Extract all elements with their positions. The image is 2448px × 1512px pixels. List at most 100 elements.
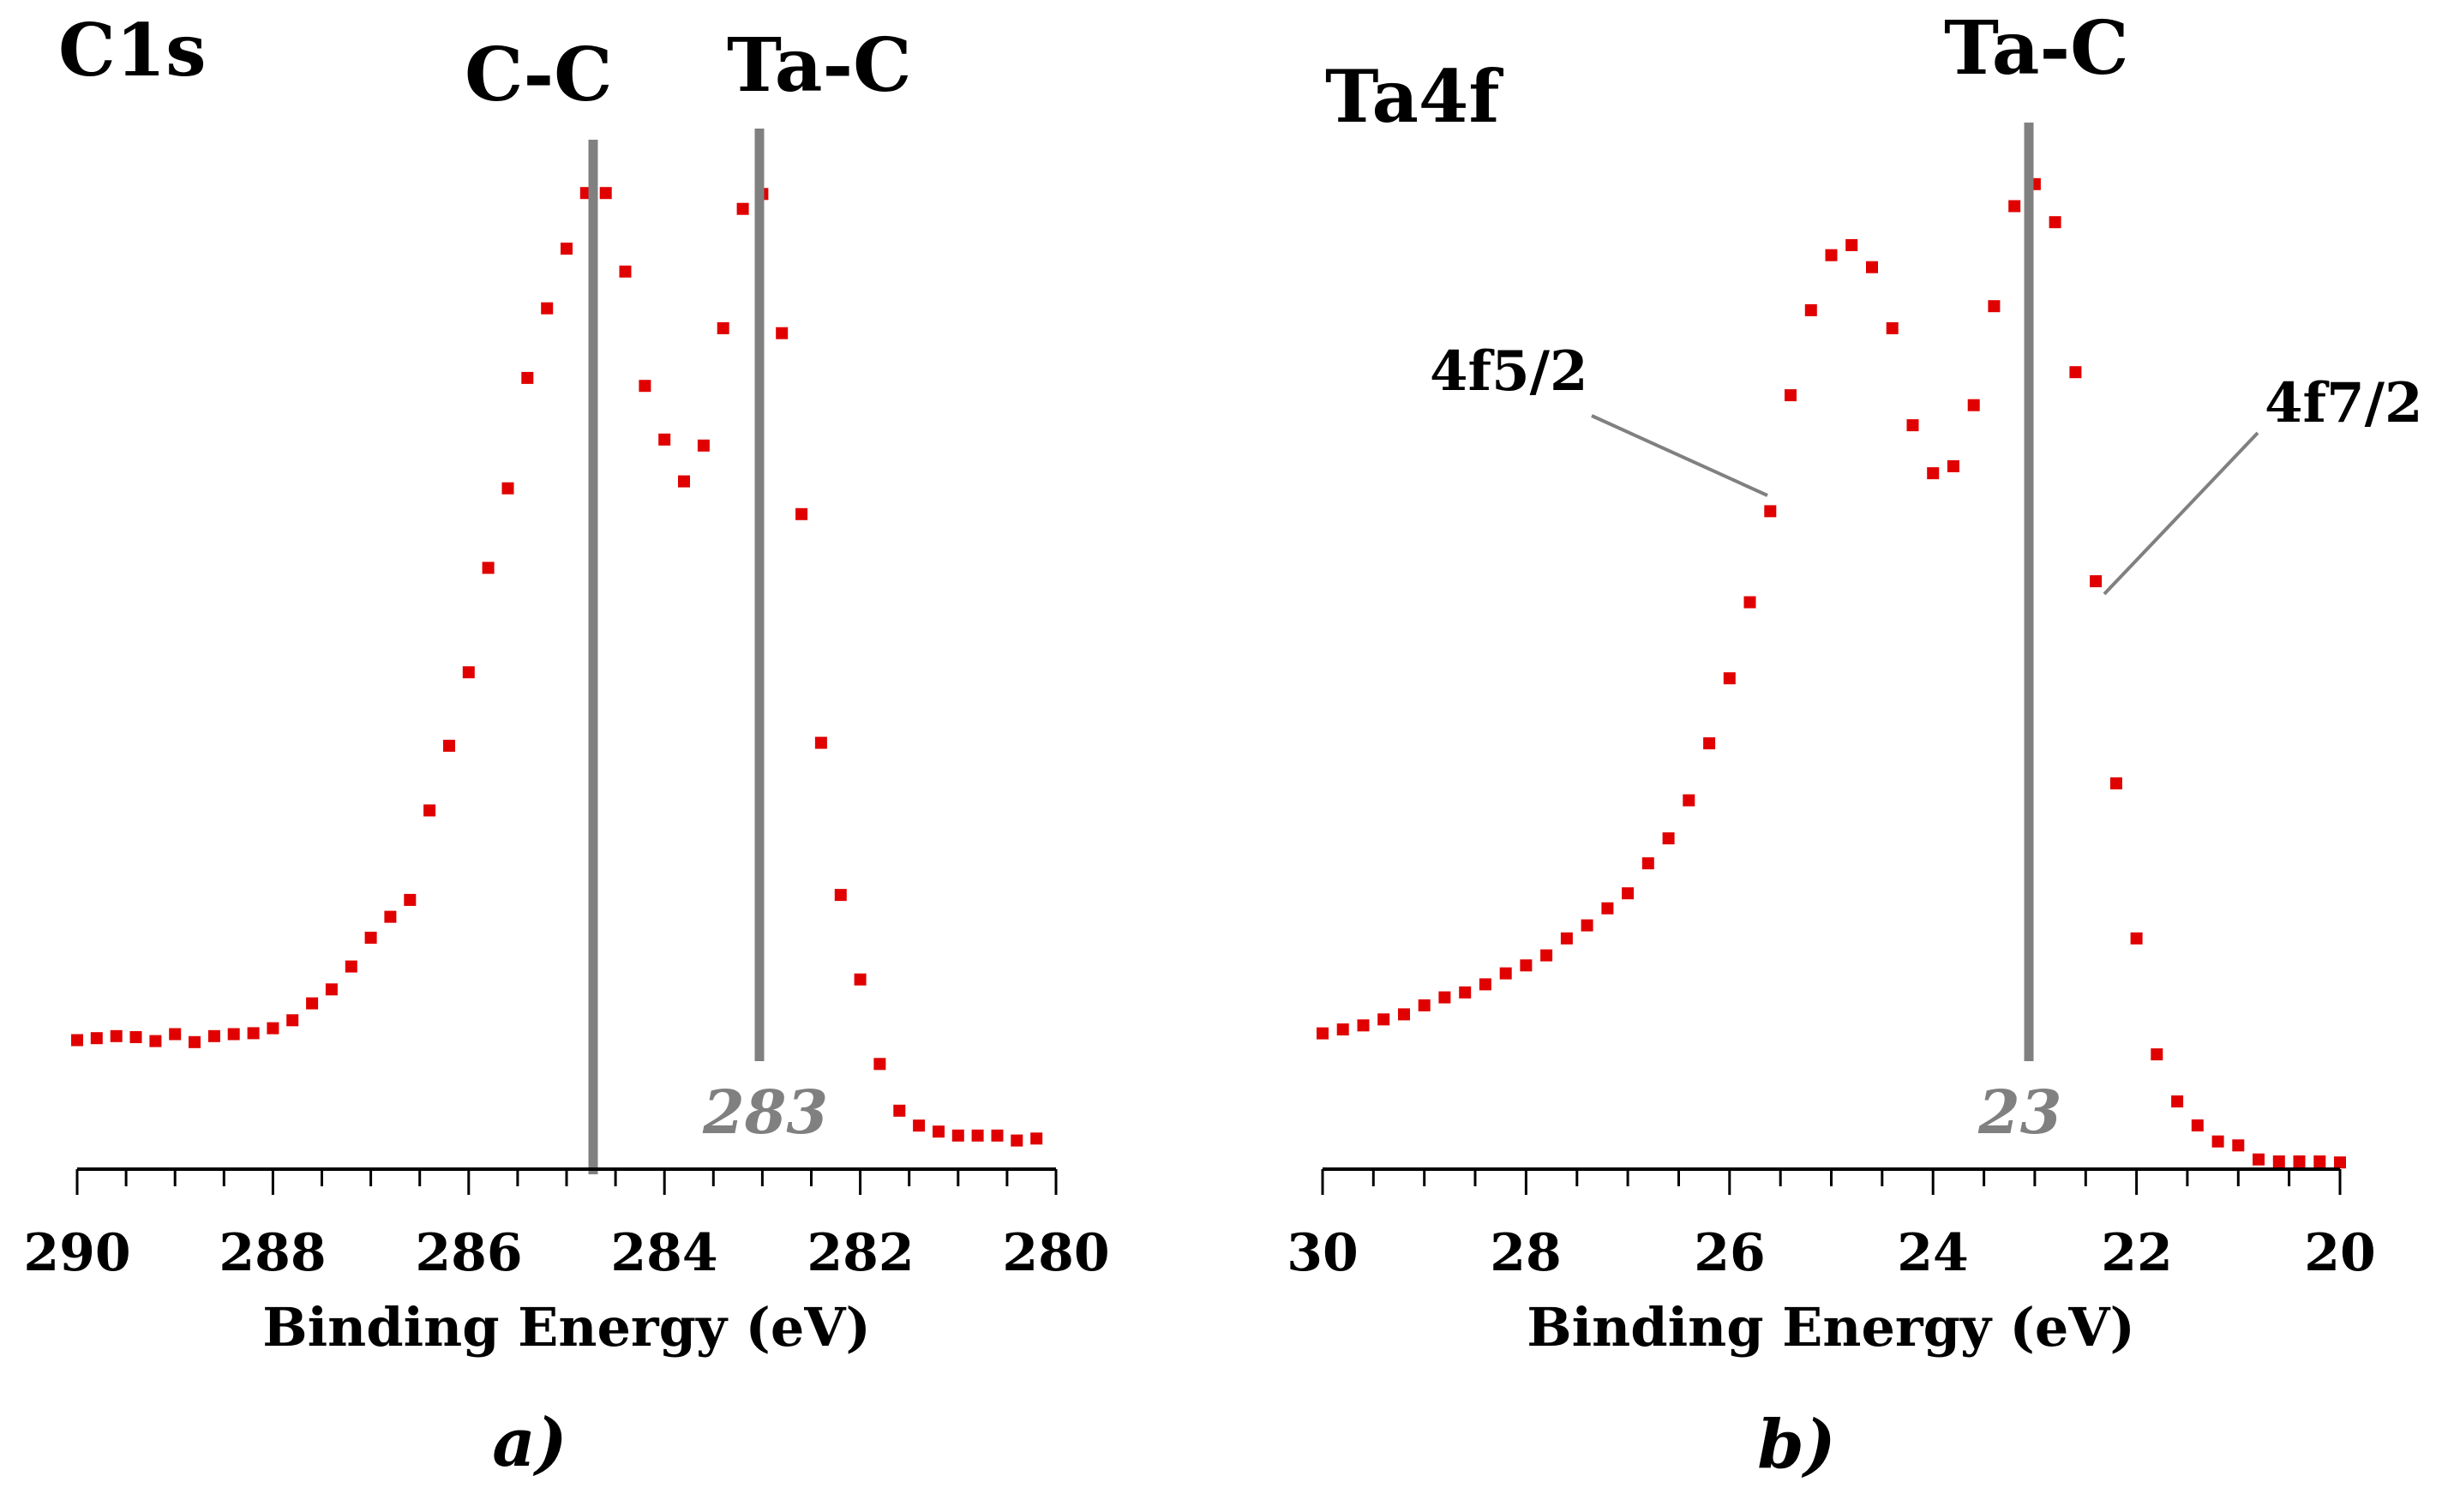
panel-b-data-point — [1764, 505, 1777, 518]
panel-b-data-point — [1398, 1008, 1410, 1021]
panel-b-ticks — [1321, 1169, 2342, 1195]
panel-b-data-point — [1683, 794, 1695, 807]
panel-a-data-point — [717, 321, 729, 334]
panel-b-data-point — [1622, 887, 1635, 900]
panel-b-data-point — [2313, 1155, 2326, 1167]
panel-a-tick-label: 290 — [23, 1223, 130, 1283]
panel-a-data-point — [1011, 1134, 1023, 1147]
panel-a-data-point — [71, 1034, 83, 1047]
panel-a-label-tac: Ta-C — [727, 22, 912, 109]
panel-a-data-point — [325, 983, 338, 996]
panel-a-data-point — [561, 243, 573, 255]
panel-b-data-point — [1927, 467, 1940, 480]
panel-a-data-point — [776, 327, 789, 339]
panel-b-data-point — [1560, 932, 1573, 945]
panel-a-data-point — [247, 1027, 260, 1040]
panel-b-data-point — [1866, 261, 1878, 273]
panel-a-label-cc: C-C — [465, 32, 613, 118]
panel-a-data-point — [834, 889, 847, 902]
panel-b-data-point — [2049, 216, 2061, 229]
panel-a-data-point — [462, 666, 475, 679]
panel-a-data-point — [364, 932, 377, 944]
panel-a-data-point — [129, 1031, 142, 1043]
panel-b-data-point — [2334, 1156, 2346, 1169]
panel-a-data-point — [207, 1029, 220, 1042]
panel-b-series-points — [1317, 177, 2346, 1169]
panel-b-data-point — [1947, 459, 1959, 472]
panel-b-data-point — [1520, 959, 1533, 972]
panel-b-data-point — [2130, 932, 2143, 945]
panel-b-data-point — [1581, 919, 1593, 932]
panel-b-data-point — [1804, 303, 1817, 316]
panel-b-data-point — [1662, 832, 1675, 845]
panel-b-data-point — [2171, 1095, 2184, 1107]
panel-b-tick-label: 28 — [1490, 1223, 1562, 1283]
panel-b-data-point — [2109, 777, 2122, 789]
panel-a-x-axis-title: Binding Energy (eV) — [262, 1296, 871, 1359]
panel-b-data-point — [1377, 1013, 1390, 1026]
panel-a-data-point — [345, 960, 357, 973]
panel-a-tick-label: 286 — [415, 1223, 522, 1283]
panel-b-data-point — [2069, 366, 2082, 379]
panel-a-data-point — [267, 1022, 279, 1035]
panel-b-label-tac: Ta-C — [1944, 5, 2129, 92]
panel-b-data-point — [1418, 999, 1431, 1011]
panel-b-data-point — [2151, 1048, 2163, 1061]
panel-b-tick-label: 22 — [2101, 1223, 2173, 1283]
panel-a-data-point — [541, 302, 554, 315]
panel-b-leader-4f52 — [1591, 414, 1768, 497]
panel-b-data-point — [1825, 249, 1838, 261]
panel-b-data-point — [1845, 239, 1858, 251]
panel-b-data-point — [1641, 857, 1654, 870]
panel-b-data-point — [1499, 967, 1512, 980]
panel-a-data-point — [189, 1035, 201, 1048]
panel-a-data-point — [814, 736, 827, 749]
panel-a-data-point — [169, 1028, 182, 1041]
panel-a-data-point — [227, 1028, 240, 1041]
panel-b-data-point — [1723, 672, 1736, 685]
panel-a-data-point — [658, 433, 671, 446]
panel-a-data-point — [795, 507, 808, 520]
panel-a-data-point — [521, 371, 534, 384]
panel-b-label-4f52: 4f5/2 — [1430, 339, 1588, 404]
panel-b-data-point — [1438, 991, 1451, 1004]
panel-a-tick-label: 280 — [1002, 1223, 1109, 1283]
panel-a-data-point — [404, 893, 417, 906]
panel-a-data-point — [854, 973, 867, 986]
panel-a-data-point — [639, 380, 651, 393]
panel-b-title: Ta4f — [1325, 54, 1503, 139]
panel-a-data-point — [619, 265, 632, 278]
panel-a-data-point — [149, 1035, 162, 1047]
panel-b-data-point — [1479, 978, 1491, 991]
panel-a-data-point — [991, 1129, 1004, 1142]
panel-a-ticks — [75, 1169, 1058, 1195]
panel-a-data-point — [90, 1032, 103, 1045]
panel-a: C1s C-C Ta-C 283 290 288 286 284 282 280… — [23, 8, 1109, 1482]
panel-a-title: C1s — [58, 8, 207, 93]
panel-b-ref-value-23: 23 — [1977, 1077, 2061, 1148]
panel-a-data-point — [482, 561, 495, 574]
panel-a-data-point — [599, 187, 612, 200]
panel-b-data-point — [2293, 1155, 2306, 1167]
panel-b-data-point — [2090, 575, 2103, 588]
panel-b-data-point — [1336, 1023, 1349, 1035]
panel-b-data-point — [1886, 321, 1899, 334]
panel-a-data-point — [110, 1029, 123, 1042]
panel-a-data-point — [286, 1014, 299, 1027]
panel-a-data-point — [423, 804, 436, 817]
panel-a-data-point — [1030, 1132, 1043, 1145]
panel-a-data-point — [697, 439, 710, 452]
panel-a-data-point — [951, 1129, 964, 1142]
panel-a-data-point — [933, 1125, 945, 1138]
panel-b-tick-label: 20 — [2304, 1223, 2376, 1283]
panel-a-data-point — [501, 482, 514, 495]
panel-a-data-point — [678, 475, 690, 488]
panel-b-data-point — [1459, 986, 1472, 999]
panel-b-leader-4f72 — [2103, 431, 2259, 596]
panel-b-data-point — [1601, 902, 1614, 915]
panel-a-data-point — [873, 1058, 886, 1071]
panel-a-data-point — [384, 910, 397, 923]
panel-b-tick-label: 30 — [1287, 1223, 1359, 1283]
panel-b-data-point — [2211, 1135, 2224, 1148]
